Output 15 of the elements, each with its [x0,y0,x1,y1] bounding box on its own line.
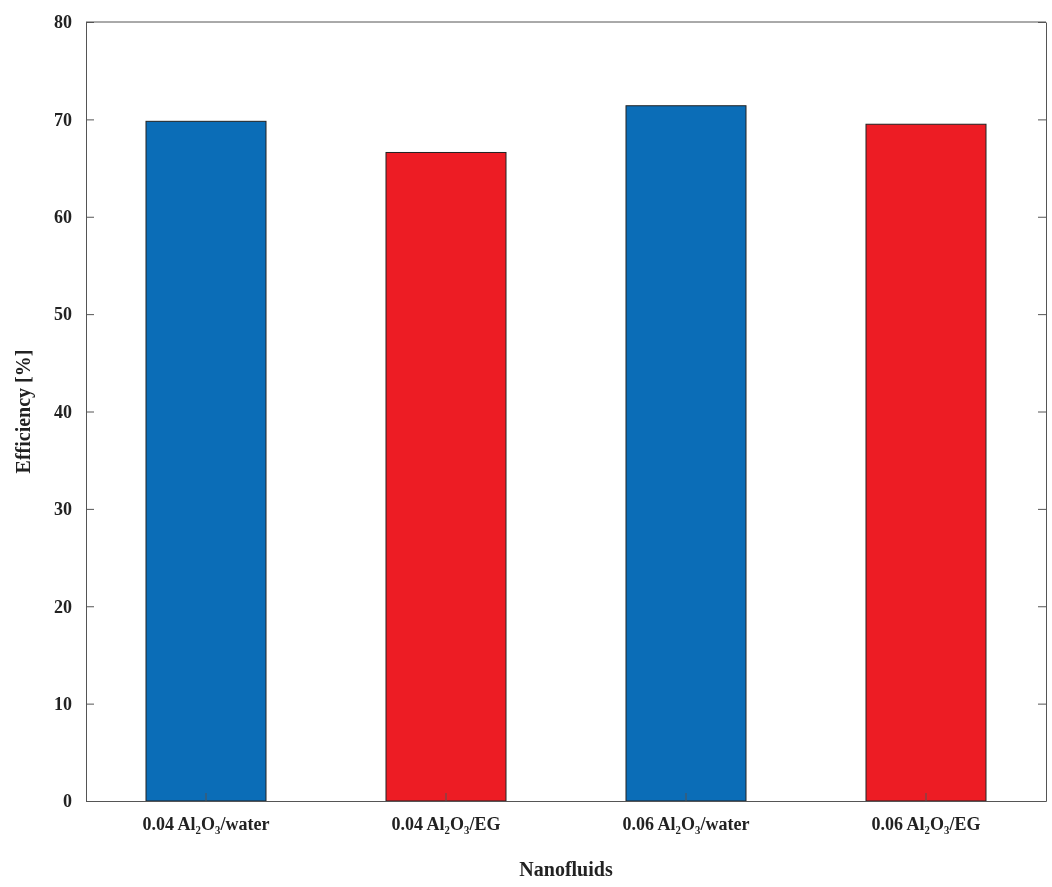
x-axis-title: Nanofluids [519,858,613,880]
y-tick-label: 10 [54,693,72,714]
x-tick-label: 0.04 Al₂O₃/EG [391,813,501,834]
x-tick-label: 0.04 Al₂O₃/water [142,813,270,834]
y-tick-label: 50 [54,304,72,325]
y-tick-label: 60 [54,207,72,228]
y-tick-label: 20 [54,596,72,617]
y-tick-label: 0 [63,791,72,812]
y-tick-label: 80 [54,12,72,33]
y-axis-title: Efficiency [%] [12,349,35,474]
x-tick-label: 0.06 Al₂O₃/EG [871,813,981,834]
y-tick-label: 40 [54,401,72,422]
x-tick-label: 0.06 Al₂O₃/water [622,813,750,834]
y-tick-label: 70 [54,109,72,130]
y-tick-label: 30 [54,499,72,520]
